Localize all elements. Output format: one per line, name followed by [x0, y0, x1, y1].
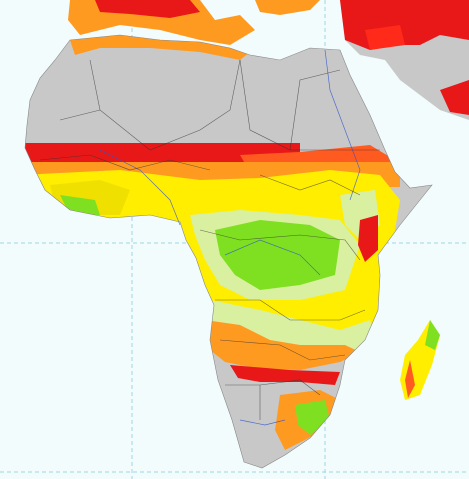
madagascar-zone — [425, 320, 440, 350]
river — [239, 419, 286, 426]
zone-red — [230, 365, 340, 385]
zone-orange — [70, 35, 250, 60]
europe-zone — [255, 0, 320, 15]
coastline — [24, 34, 433, 469]
middle-east-zone — [365, 25, 405, 50]
border — [215, 299, 366, 321]
border — [219, 339, 346, 361]
river — [224, 239, 321, 276]
river — [324, 49, 361, 201]
borders — [39, 59, 380, 420]
madagascar-zone — [405, 360, 415, 398]
zone-green — [215, 220, 340, 290]
europe-zone — [95, 0, 200, 18]
border — [39, 109, 211, 171]
border — [199, 229, 361, 261]
zone-red — [358, 215, 378, 262]
zone-red — [25, 143, 300, 165]
border — [89, 59, 241, 151]
river — [99, 149, 181, 226]
zone-orange — [205, 320, 360, 370]
border — [225, 379, 321, 420]
border — [259, 174, 361, 196]
middle-east-zone — [440, 80, 469, 115]
